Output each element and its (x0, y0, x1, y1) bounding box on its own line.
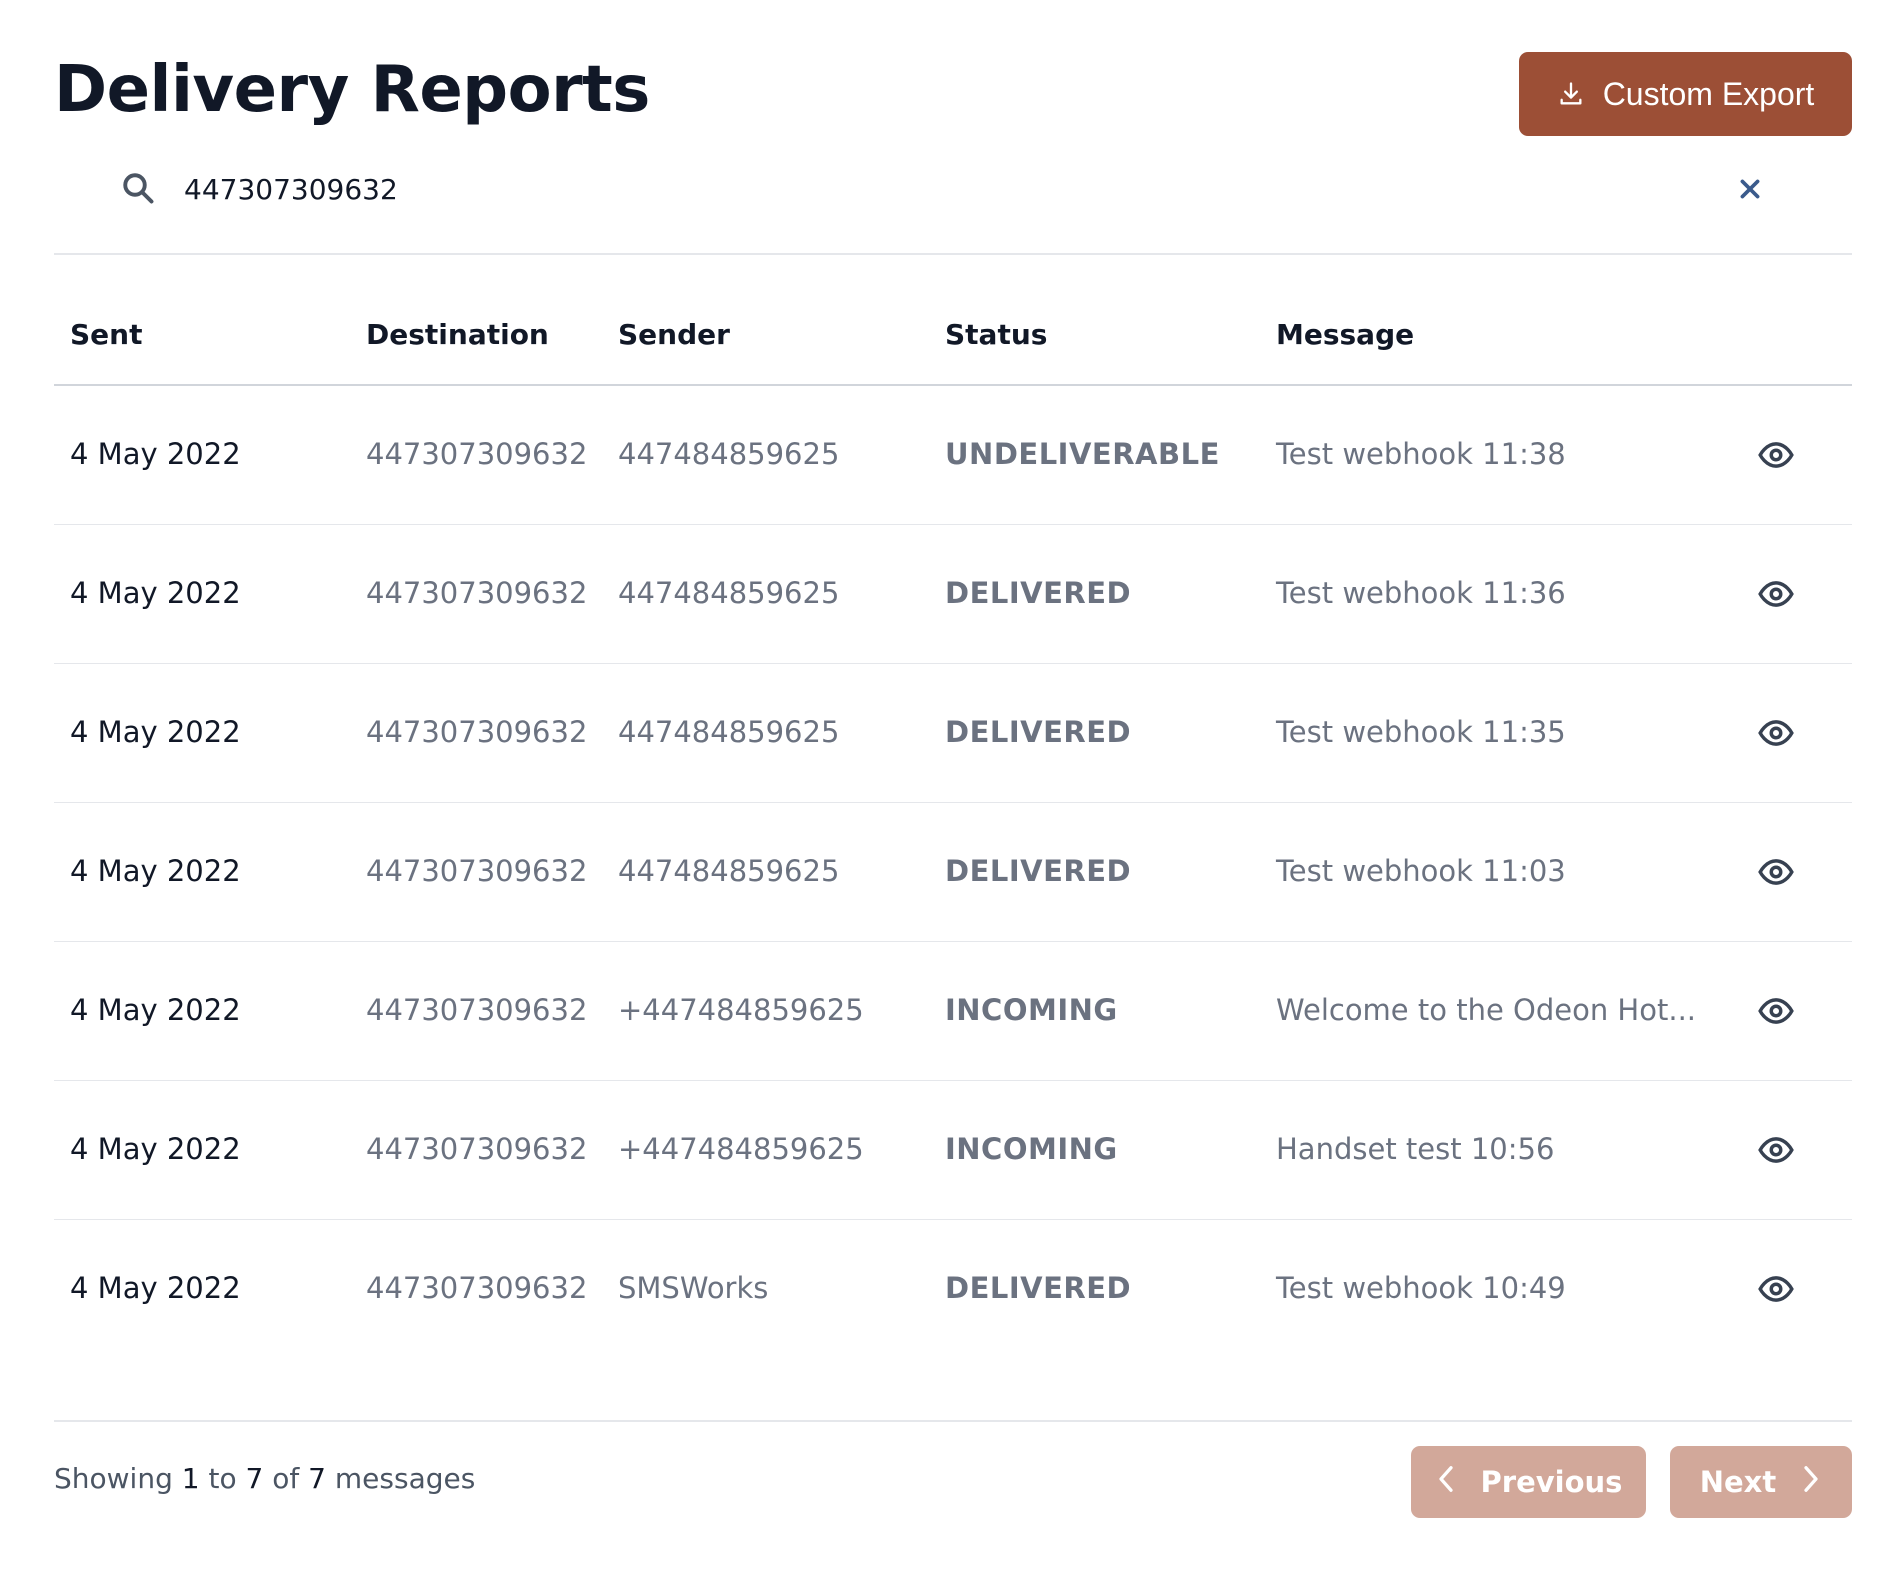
cell-sent: 4 May 2022 (70, 854, 241, 888)
table-row[interactable]: 4 May 2022 447307309632 447484859625 UND… (54, 386, 1852, 525)
cell-status: DELIVERED (945, 854, 1132, 888)
custom-export-button[interactable]: Custom Export (1519, 52, 1852, 136)
cell-message: Test webhook 11:35 (1276, 715, 1566, 749)
column-header-sent: Sent (70, 318, 143, 351)
cell-destination: 447307309632 (366, 993, 588, 1027)
cell-message: Test webhook 11:03 (1276, 854, 1566, 888)
column-header-sender: Sender (618, 318, 730, 351)
cell-message: Test webhook 10:49 (1276, 1271, 1566, 1305)
eye-icon[interactable] (1757, 992, 1795, 1030)
eye-icon[interactable] (1757, 714, 1795, 752)
chevron-left-icon (1435, 1464, 1457, 1501)
cell-status: INCOMING (945, 1132, 1118, 1166)
table-row[interactable]: 4 May 2022 447307309632 447484859625 DEL… (54, 803, 1852, 942)
cell-sender: +447484859625 (618, 1132, 864, 1166)
summary-prefix: Showing (54, 1462, 173, 1495)
cell-sender: 447484859625 (618, 715, 840, 749)
cell-destination: 447307309632 (366, 715, 588, 749)
cell-sent: 4 May 2022 (70, 1132, 241, 1166)
cell-status: DELIVERED (945, 715, 1132, 749)
table-row[interactable]: 4 May 2022 447307309632 SMSWorks DELIVER… (54, 1220, 1852, 1359)
cell-sent: 4 May 2022 (70, 1271, 241, 1305)
delivery-reports-table: Sent Destination Sender Status Message 4… (54, 280, 1852, 1359)
search-icon (120, 170, 156, 206)
table-row[interactable]: 4 May 2022 447307309632 +447484859625 IN… (54, 942, 1852, 1081)
cell-message: Test webhook 11:38 (1276, 437, 1566, 471)
previous-label: Previous (1480, 1465, 1623, 1499)
cell-status: DELIVERED (945, 576, 1132, 610)
cell-message: Handset test 10:56 (1276, 1132, 1555, 1166)
column-header-destination: Destination (366, 318, 549, 351)
cell-sender: 447484859625 (618, 854, 840, 888)
cell-status: DELIVERED (945, 1271, 1132, 1305)
cell-sender: 447484859625 (618, 437, 840, 471)
search-bar (54, 150, 1852, 255)
eye-icon[interactable] (1757, 853, 1795, 891)
cell-destination: 447307309632 (366, 1132, 588, 1166)
cell-sender: 447484859625 (618, 576, 840, 610)
eye-icon[interactable] (1757, 1131, 1795, 1169)
cell-sender: +447484859625 (618, 993, 864, 1027)
summary-suffix: messages (334, 1462, 476, 1495)
summary-total: 7 (308, 1462, 326, 1495)
summary-of-word: of (272, 1462, 300, 1495)
pagination-summary: Showing 1 to 7 of 7 messages (54, 1462, 475, 1495)
summary-from: 1 (181, 1462, 200, 1495)
cell-sent: 4 May 2022 (70, 715, 241, 749)
cell-message: Welcome to the Odeon Hot... (1276, 993, 1697, 1027)
cell-destination: 447307309632 (366, 576, 588, 610)
eye-icon[interactable] (1757, 575, 1795, 613)
eye-icon[interactable] (1757, 436, 1795, 474)
table-row[interactable]: 4 May 2022 447307309632 447484859625 DEL… (54, 664, 1852, 803)
previous-button[interactable]: Previous (1411, 1446, 1646, 1518)
search-input[interactable] (184, 164, 1484, 214)
column-header-message: Message (1276, 318, 1415, 351)
footer-divider (54, 1420, 1852, 1422)
next-button[interactable]: Next (1670, 1446, 1852, 1518)
cell-message: Test webhook 11:36 (1276, 576, 1566, 610)
cell-sent: 4 May 2022 (70, 437, 241, 471)
cell-destination: 447307309632 (366, 1271, 588, 1305)
close-icon[interactable] (1737, 176, 1763, 202)
chevron-right-icon (1800, 1464, 1822, 1501)
cell-sent: 4 May 2022 (70, 576, 241, 610)
cell-destination: 447307309632 (366, 854, 588, 888)
table-row[interactable]: 4 May 2022 447307309632 +447484859625 IN… (54, 1081, 1852, 1220)
cell-sender: SMSWorks (618, 1271, 769, 1305)
next-label: Next (1699, 1465, 1777, 1499)
column-header-status: Status (945, 318, 1048, 351)
summary-to-word: to (208, 1462, 237, 1495)
cell-status: UNDELIVERABLE (945, 437, 1220, 471)
cell-destination: 447307309632 (366, 437, 588, 471)
summary-to: 7 (245, 1462, 264, 1495)
eye-icon[interactable] (1757, 1270, 1795, 1308)
download-icon (1557, 80, 1585, 108)
page-title: Delivery Reports (54, 53, 650, 127)
cell-status: INCOMING (945, 993, 1118, 1027)
table-row[interactable]: 4 May 2022 447307309632 447484859625 DEL… (54, 525, 1852, 664)
custom-export-label: Custom Export (1602, 75, 1815, 112)
cell-sent: 4 May 2022 (70, 993, 241, 1027)
table-header: Sent Destination Sender Status Message (54, 280, 1852, 386)
